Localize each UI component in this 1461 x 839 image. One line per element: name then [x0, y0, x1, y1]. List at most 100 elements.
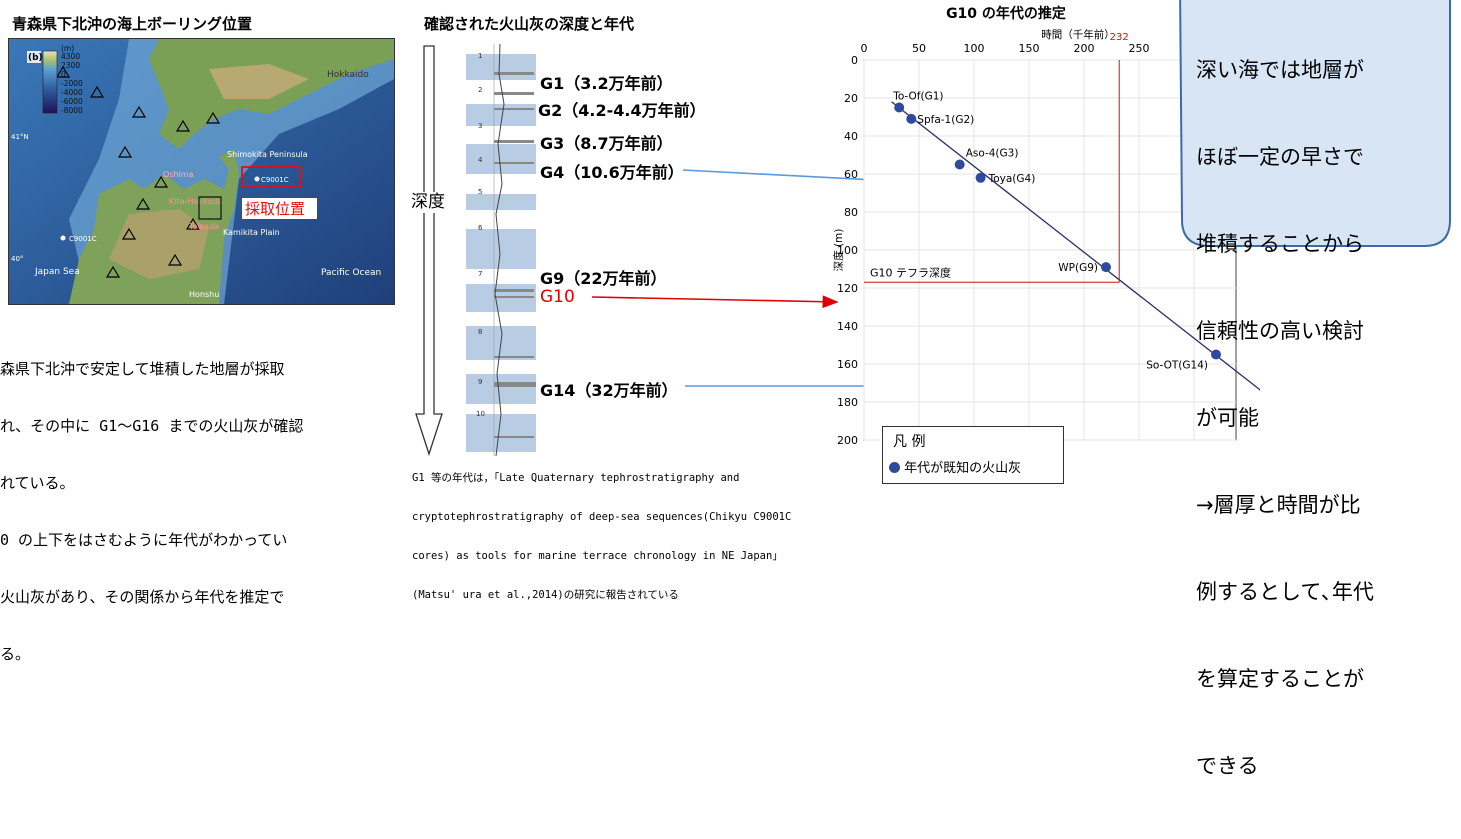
core-number: 1: [478, 52, 482, 60]
map-legend-tick: -2000: [61, 79, 83, 88]
map-legend-tick: -6000: [61, 97, 83, 106]
y-tick-label: 80: [844, 206, 858, 219]
legend-entry: 年代が既知の火山灰: [904, 461, 1022, 476]
map-label-honshu: Honshu: [189, 290, 219, 299]
core-number: 4: [478, 156, 483, 164]
map-label-other-site: C9001C: [69, 235, 97, 243]
y-tick-label: 140: [837, 320, 858, 333]
map-legend-tick: 0: [61, 70, 66, 79]
data-point-label: Aso-4(G3): [966, 148, 1019, 160]
description-line: 森県下北沖で安定して堆積した地層が採取: [0, 360, 285, 378]
description-line: 0 の上下をはさむように年代がわかってい: [0, 531, 288, 549]
map-label-kamikita: Kamikita Plain: [223, 228, 280, 237]
depth-arrow: [415, 45, 443, 457]
data-point-label: WP(G9): [1058, 262, 1098, 274]
data-point: [975, 172, 986, 183]
y-tick-label: 180: [837, 396, 858, 409]
description-line: る。: [0, 645, 31, 663]
g10-depth-label: G10 テフラ深度: [870, 265, 951, 279]
callout-line: →層厚と時間が比: [1196, 493, 1361, 517]
core-number: 8: [478, 328, 482, 336]
map-panel-letter: (b): [28, 53, 43, 63]
core-column: 1 2 3 4 5 6 7 8 9 10: [466, 44, 536, 456]
y-tick-label: 0: [851, 54, 858, 67]
core-number: 3: [478, 122, 482, 130]
layer-label-g14: G14（32万年前）: [540, 381, 678, 400]
x-tick-label: 50: [912, 42, 926, 55]
y-tick-label: 160: [837, 358, 858, 371]
x-tick-label: 250: [1129, 42, 1150, 55]
data-point: [1101, 262, 1111, 273]
map-label-hokkaido: Hokkaido: [327, 70, 369, 80]
data-point-label: So-OT(G14): [1146, 360, 1208, 372]
map-legend-tick: 2300: [61, 61, 80, 70]
sampling-location-label: 採取位置: [245, 200, 305, 218]
callout-line: できる: [1196, 754, 1259, 778]
y-tick-label: 60: [844, 168, 858, 181]
callout-text: 深い海では地層が ほぼ一定の早さで 堆積することから 信頼性の高い検討 が可能 …: [1196, 0, 1436, 839]
map-legend-tick: 4300: [61, 52, 80, 61]
source-note: G1 等の年代は，「Late Quaternary tephrostratigr…: [412, 446, 822, 615]
core-number: 5: [478, 188, 482, 196]
data-point-label: Spfa-1(G2): [917, 114, 974, 126]
map-label-lat41: 41°N: [11, 133, 29, 141]
description-line: れている。: [0, 474, 75, 492]
y-tick-label: 120: [837, 282, 858, 295]
boring-location-map: (m) 4300 2300 0 -2000 -4000 -6000 -8000 …: [8, 38, 395, 305]
explanation-callout: 深い海では地層が ほぼ一定の早さで 堆積することから 信頼性の高い検討 が可能 …: [1178, 0, 1452, 778]
core-number: 7: [478, 270, 482, 278]
data-point: [1211, 349, 1221, 360]
map-legend-tick: -8000: [61, 106, 83, 115]
map-label-site: C9001C: [261, 176, 289, 184]
data-point-label: Toya(G4): [988, 173, 1036, 185]
map-legend-unit: (m): [61, 44, 74, 53]
g10-age-label: 232: [1110, 32, 1129, 43]
callout-line: 例するとして､年代: [1196, 580, 1374, 604]
map-panel-title: 青森県下北沖の海上ボーリング位置: [12, 15, 253, 33]
callout-line: 信頼性の高い検討: [1196, 319, 1364, 343]
map-label-towada: Towada: [188, 222, 219, 231]
callout-line: が可能: [1196, 406, 1259, 430]
callout-line: を算定することが: [1196, 667, 1364, 691]
map-label-shimokita: Shimokita Peninsula: [227, 150, 308, 159]
arrow-g10: [591, 295, 839, 309]
y-tick-label: 100: [837, 244, 858, 257]
layer-label-g3: G3（8.7万年前）: [540, 134, 673, 153]
depth-label: 深度: [408, 192, 448, 213]
note-line: (Matsu' ura et al.,2014)の研究に報告されている: [412, 589, 679, 601]
y-tick-label: 20: [844, 92, 858, 105]
note-line: G1 等の年代は，「Late Quaternary tephrostratigr…: [412, 472, 740, 484]
y-tick-label: 40: [844, 130, 858, 143]
core-number: 9: [478, 378, 482, 386]
layer-label-g9: G9（22万年前）: [540, 269, 667, 288]
map-label-hakkoda: Kita-Hakkoda: [169, 197, 222, 206]
data-point: [894, 102, 905, 113]
core-number: 2: [478, 86, 482, 94]
core-number: 6: [478, 224, 483, 232]
layer-label-g4: G4（10.6万年前）: [540, 163, 684, 182]
note-line: cores) as tools for marine terrace chron…: [412, 550, 783, 562]
description-line: 火山灰があり、その関係から年代を推定で: [0, 588, 285, 606]
data-point: [906, 113, 917, 124]
callout-line: 堆積することから: [1196, 232, 1364, 256]
map-legend-tick: -4000: [61, 88, 83, 97]
regression-line: [891, 101, 1260, 391]
layer-label-g10: G10: [540, 287, 575, 307]
x-axis-label: 時間（千年前）: [1041, 28, 1115, 41]
x-tick-label: 100: [964, 42, 985, 55]
map-label-lat40: 40°: [11, 255, 23, 263]
y-axis-label: 深度 (m): [832, 229, 845, 272]
core-number: 10: [476, 410, 485, 418]
layer-label-g2: G2（4.2-4.4万年前）: [538, 101, 706, 120]
x-tick-label: 0: [861, 42, 868, 55]
layer-label-g1: G1（3.2万年前）: [540, 74, 673, 93]
chart-title: G10 の年代の推定: [946, 5, 1066, 22]
data-point: [954, 159, 965, 170]
description-line: れ、その中に G1～G16 までの火山灰が確認: [0, 417, 304, 435]
legend-dot-icon: [889, 462, 900, 473]
x-tick-label: 150: [1019, 42, 1040, 55]
data-point-label: To-Of(G1): [892, 91, 943, 103]
callout-line: ほぼ一定の早さで: [1196, 145, 1364, 169]
callout-line: 深い海では地層が: [1196, 58, 1364, 82]
x-tick-label: 200: [1074, 42, 1095, 55]
